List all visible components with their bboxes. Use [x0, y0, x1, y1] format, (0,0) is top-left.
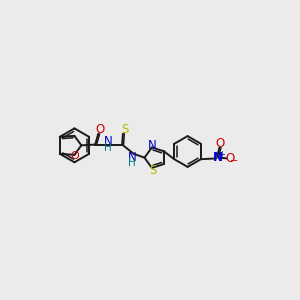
Text: O: O: [95, 123, 104, 136]
Text: O: O: [216, 137, 225, 150]
Text: O: O: [226, 152, 235, 165]
Text: O: O: [70, 151, 79, 161]
Text: −: −: [230, 156, 238, 166]
Text: N: N: [213, 151, 223, 164]
Text: N: N: [148, 140, 157, 152]
Text: S: S: [149, 164, 156, 177]
Text: +: +: [218, 150, 225, 159]
Text: H: H: [128, 158, 136, 168]
Text: S: S: [121, 123, 128, 136]
Text: H: H: [104, 143, 112, 153]
Text: N: N: [128, 151, 136, 164]
Text: N: N: [104, 135, 113, 148]
